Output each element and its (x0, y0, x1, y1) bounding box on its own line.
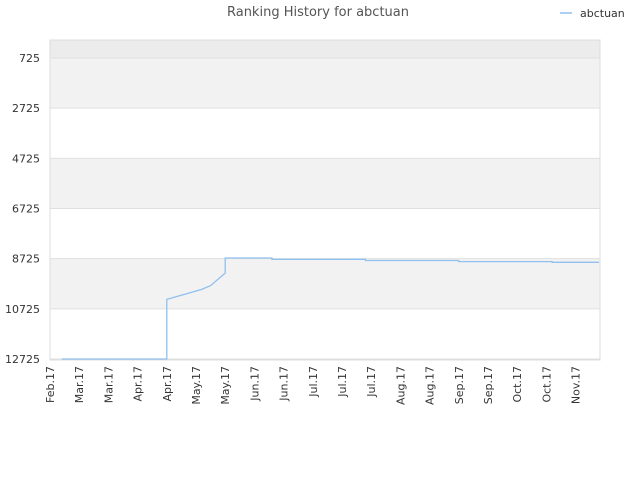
plot-band (50, 308, 600, 359)
series-line-abctuan (61, 257, 599, 360)
x-tick-label: Jul.17 (365, 366, 378, 398)
legend-label-abctuan: abctuan (580, 7, 625, 20)
y-tick-label: 12725 (5, 353, 40, 366)
series-layer (61, 257, 599, 360)
y-tick-label: 725 (19, 52, 40, 65)
x-tick-label: Jun.17 (278, 366, 291, 402)
x-tick-label: Nov.17 (570, 366, 583, 404)
x-tick-label: Sep.17 (453, 366, 466, 404)
x-tick-label: Jun.17 (248, 366, 261, 402)
x-axis-ticks: Feb.17 Mar.17 Mar.17 Apr.17 Apr.17 May.17 May.… (44, 366, 583, 405)
plot-bands (50, 40, 600, 359)
plot-band (50, 58, 600, 109)
y-tick-label: 6725 (12, 203, 40, 216)
x-tick-label: May.17 (190, 366, 203, 405)
y-tick-label: 4725 (12, 152, 40, 165)
x-tick-label: Mar.17 (102, 366, 115, 403)
plot-border (49, 39, 601, 361)
x-tick-label: Mar.17 (73, 366, 86, 403)
x-tick-label: Sep.17 (482, 366, 495, 404)
plot-band (50, 40, 600, 58)
plot-band (50, 258, 600, 309)
x-tick-label: Oct.17 (511, 366, 524, 403)
plot-band (50, 158, 600, 209)
x-tick-label: Feb.17 (44, 366, 57, 403)
x-tick-label: Apr.17 (132, 366, 145, 402)
chart-title: Ranking History for abctuan (227, 5, 409, 20)
x-tick-label: May.17 (219, 366, 232, 405)
plot-band (50, 108, 600, 159)
x-tick-label: Jul.17 (336, 366, 349, 398)
y-tick-label: 10725 (5, 303, 40, 316)
y-axis-ticks: 725 2725 4725 6725 8725 10725 12725 (5, 52, 40, 366)
x-tick-label: Apr.17 (161, 366, 174, 402)
plot-band (50, 208, 600, 259)
x-tick-label: Oct.17 (540, 366, 553, 403)
x-tick-label: Jul.17 (307, 366, 320, 398)
y-tick-label: 2725 (12, 102, 40, 115)
legend: abctuan (560, 7, 625, 20)
y-tick-label: 8725 (12, 253, 40, 266)
x-tick-label: Aug.17 (394, 366, 407, 405)
x-tick-label: Aug.17 (424, 366, 437, 405)
